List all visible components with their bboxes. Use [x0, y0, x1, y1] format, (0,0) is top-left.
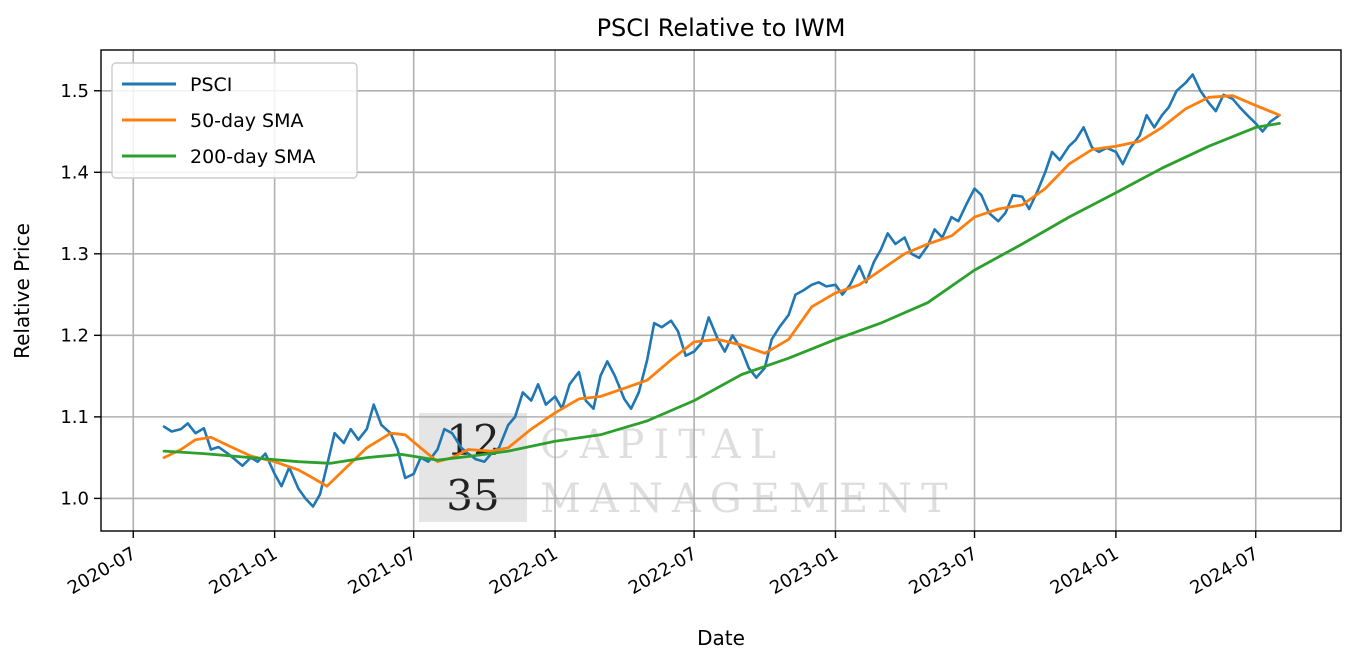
- y-axis-label: Relative Price: [10, 223, 34, 359]
- y-tick-label: 1.1: [60, 407, 89, 428]
- x-tick-label: 2021-07: [345, 543, 421, 599]
- series-line-200-day-sma: [162, 122, 1281, 465]
- x-tick-label: 2020-07: [64, 543, 140, 599]
- y-tick-label: 1.0: [60, 488, 89, 509]
- y-tick-label: 1.4: [60, 162, 89, 183]
- y-axis: 1.0 1.1 1.2 1.3 1.4 1.5: [60, 81, 101, 509]
- x-tick-label: 2024-07: [1187, 543, 1263, 599]
- y-tick-label: 1.5: [60, 81, 89, 102]
- chart-title: PSCI Relative to IWM: [597, 14, 846, 42]
- x-axis-label: Date: [697, 626, 745, 650]
- y-tick-label: 1.3: [60, 244, 89, 265]
- series-group: [162, 73, 1281, 508]
- legend-box: [111, 62, 358, 179]
- watermark-logo-bottom: 35: [446, 471, 499, 520]
- x-tick-label: 2023-07: [905, 543, 981, 599]
- watermark-logo-box: [419, 413, 527, 522]
- x-tick-label: 2024-01: [1047, 543, 1123, 599]
- x-axis: 2020-07 2021-01 2021-07 2022-01 2022-07 2023-…: [64, 531, 1262, 599]
- legend-label-200-day-sma: 200-day SMA: [190, 146, 316, 168]
- watermark-line1: CAPITAL: [540, 422, 785, 468]
- x-tick-label: 2022-01: [486, 543, 562, 599]
- legend-label-psci: PSCI: [190, 74, 232, 96]
- plot-frame: [100, 49, 1342, 532]
- y-tick-label: 1.2: [60, 325, 89, 346]
- x-tick-label: 2022-07: [625, 543, 701, 599]
- legend: PSCI 50-day SMA 200-day SMA: [111, 62, 358, 179]
- series-line-50-day-sma: [162, 94, 1281, 488]
- legend-label-50-day-sma: 50-day SMA: [190, 110, 303, 132]
- x-tick-label: 2021-01: [205, 543, 281, 599]
- x-tick-label: 2023-01: [766, 543, 842, 599]
